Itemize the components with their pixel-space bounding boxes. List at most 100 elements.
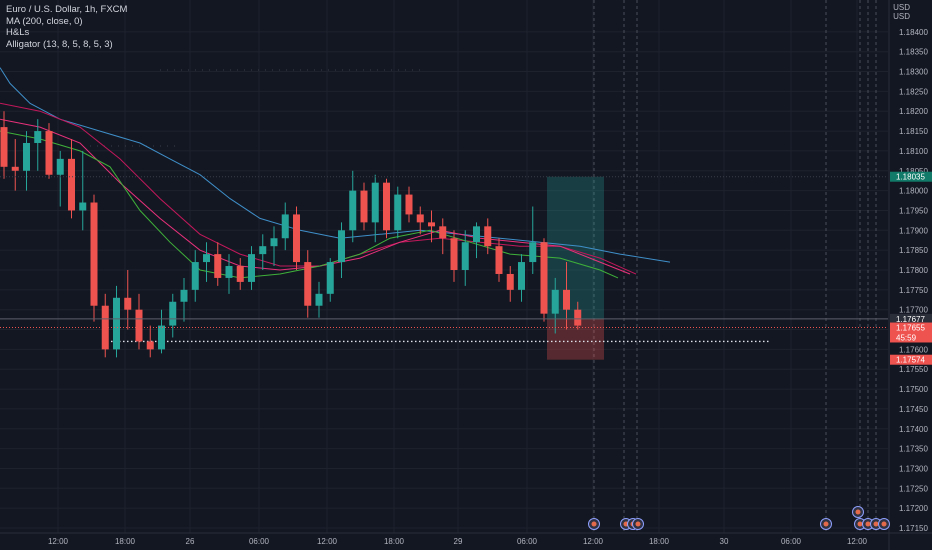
candle-body [551, 289, 559, 314]
candle-body [574, 309, 582, 326]
alligator-lips-line [0, 130, 619, 279]
candle-body [506, 273, 514, 290]
price-badge [890, 313, 932, 324]
candle-body [0, 127, 8, 167]
candle-body [360, 190, 368, 223]
event-icon-dot [855, 509, 861, 515]
stop-zone [547, 318, 604, 360]
candle-body [113, 297, 120, 350]
y-tick-label: 1.18050 [899, 167, 928, 176]
candle-body [439, 226, 447, 239]
support-dotted-line [90, 69, 770, 343]
candle-body [394, 194, 402, 231]
x-tick-label: 18:00 [115, 537, 136, 546]
candle-body [484, 226, 492, 247]
x-tick-label: 29 [454, 537, 463, 546]
legend-ma[interactable]: MA (200, close, 0) [6, 15, 83, 27]
time-axis[interactable]: 12:00 18:00 26 06:00 12:00 18:00 29 06:00 12:00 1… [48, 537, 868, 546]
y-tick-label: 1.17250 [899, 484, 928, 493]
legend-alligator[interactable]: Alligator (13, 8, 5, 8, 5, 3) [6, 38, 113, 50]
y-tick-label: 1.18200 [899, 107, 928, 116]
y-tick-label: 1.17450 [899, 405, 928, 414]
legend-hls[interactable]: H&Ls [6, 27, 30, 38]
candle-body [191, 262, 199, 290]
currency-unit: USD [893, 12, 910, 21]
y-tick-label: 1.17750 [899, 286, 928, 295]
event-icon-dot [591, 521, 597, 527]
event-icon-dot [823, 521, 829, 527]
candle-body [495, 246, 503, 274]
candle-body [146, 341, 154, 350]
x-tick-label: 18:00 [384, 537, 405, 546]
candle-body [349, 190, 357, 231]
chart-legend: Euro / U.S. Dollar, 1h, FXCM MA (200, cl… [6, 4, 127, 50]
candle-body [461, 242, 469, 270]
y-tick-label: 1.18100 [899, 147, 928, 156]
y-tick-label: 1.18400 [899, 28, 928, 37]
y-tick-label: 1.17350 [899, 445, 928, 454]
candle-body [540, 242, 548, 314]
legend-symbol[interactable]: Euro / U.S. Dollar, 1h, FXCM [6, 4, 128, 15]
candle-body [259, 246, 267, 255]
event-icon-dot [857, 521, 863, 527]
candle-body [90, 202, 98, 306]
x-tick-label: 12:00 [583, 537, 604, 546]
price-axis[interactable]: 1.18400 1.18350 1.18300 1.18250 1.18200 1.181… [899, 28, 928, 533]
x-tick-label: 26 [186, 537, 195, 546]
candle-body [315, 293, 323, 306]
candle-body [473, 226, 480, 243]
candle-body [203, 254, 210, 263]
candle-body [79, 202, 87, 211]
y-tick-label: 1.18150 [899, 127, 928, 136]
y-tick-label: 1.18300 [899, 68, 928, 77]
y-tick-label: 1.18250 [899, 87, 928, 96]
candle-body [56, 158, 64, 175]
y-tick-label: 1.18000 [899, 187, 928, 196]
x-tick-label: 12:00 [317, 537, 338, 546]
y-tick-label: 1.17600 [899, 345, 928, 354]
candles [0, 111, 582, 358]
x-tick-label: 30 [720, 537, 729, 546]
candle-body [450, 238, 458, 270]
y-tick-label: 1.17150 [899, 524, 928, 533]
candle-body [281, 214, 289, 239]
y-tick-label: 1.17700 [899, 306, 928, 315]
candle-body [236, 266, 244, 282]
candle-body [45, 131, 53, 175]
y-tick-label: 1.18350 [899, 48, 928, 57]
price-badge [890, 354, 932, 365]
candle-body [371, 182, 379, 223]
candle-body [563, 289, 570, 310]
y-tick-label: 1.17950 [899, 206, 928, 215]
y-tick-label: 1.17400 [899, 425, 928, 434]
candle-body [248, 254, 255, 282]
candle-body [304, 262, 312, 306]
candle-body [214, 254, 222, 278]
candle-body [270, 238, 278, 247]
y-tick-label: 1.17550 [899, 365, 928, 374]
candle-body [518, 262, 525, 290]
candle-body [428, 222, 435, 227]
candle-body [405, 194, 413, 215]
candle-body [124, 297, 132, 310]
y-tick-label: 1.17800 [899, 266, 928, 275]
event-icon-dot [873, 521, 879, 527]
candle-body [158, 325, 165, 350]
y-tick-label: 1.17850 [899, 246, 928, 255]
candle-body [68, 158, 75, 211]
price-badge [890, 332, 932, 343]
candle-body [180, 289, 188, 302]
price-badge-label: 1.17677 [896, 315, 925, 324]
currency-top: USD [893, 3, 910, 12]
candle-body [338, 230, 345, 263]
price-badge-label: 45:59 [896, 333, 917, 342]
candle-body [293, 214, 300, 263]
candle-body [23, 142, 30, 171]
candle-body [416, 214, 424, 223]
ma200-line [0, 67, 671, 263]
y-tick-label: 1.17300 [899, 464, 928, 473]
